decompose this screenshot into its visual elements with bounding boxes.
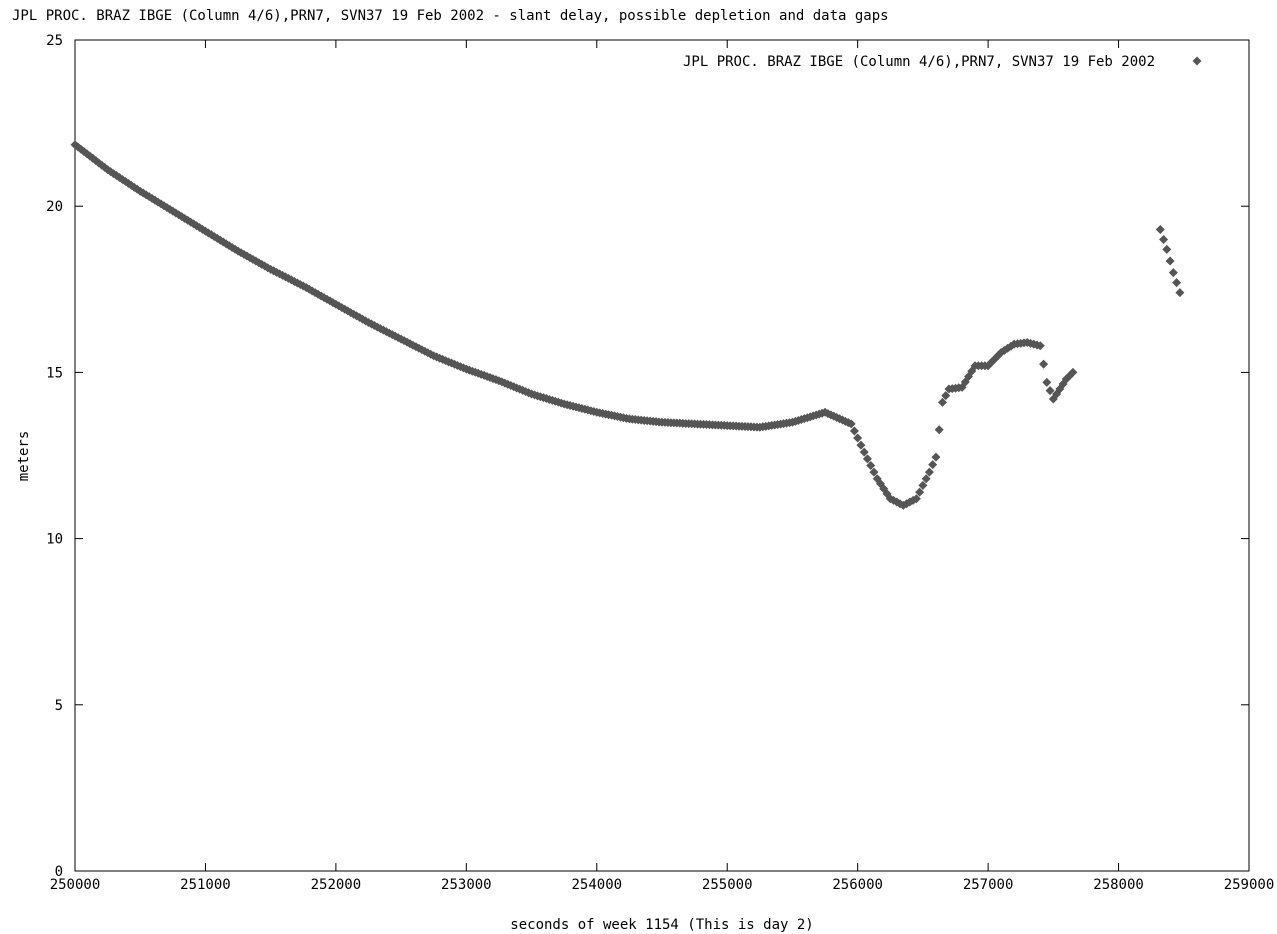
data-point	[1175, 288, 1185, 298]
data-point	[849, 426, 859, 436]
data-point	[1042, 377, 1052, 387]
data-point	[934, 425, 944, 435]
y-tick-label: 5	[55, 698, 63, 714]
data-point	[1155, 224, 1165, 234]
x-tick-label: 253000	[441, 877, 492, 893]
data-point	[915, 487, 925, 497]
data-point	[924, 467, 934, 477]
x-tick-label: 256000	[832, 877, 883, 893]
data-point	[251, 256, 261, 266]
legend-marker	[1192, 56, 1202, 66]
data-point	[941, 391, 951, 401]
data-point	[1168, 268, 1178, 278]
data-point	[1045, 386, 1055, 396]
y-tick-label: 20	[46, 199, 63, 215]
x-tick-label: 258000	[1093, 877, 1144, 893]
data-point	[1035, 341, 1045, 351]
y-tick-label: 15	[46, 365, 63, 381]
x-axis-label: seconds of week 1154 (This is day 2)	[510, 917, 813, 933]
data-point	[869, 467, 879, 477]
data-point	[859, 447, 869, 457]
legend: JPL PROC. BRAZ IBGE (Column 4/6),PRN7, S…	[683, 54, 1202, 70]
x-tick-label: 252000	[311, 877, 362, 893]
data-points	[70, 140, 1185, 510]
data-point	[1039, 359, 1049, 369]
plot-frame	[74, 39, 1250, 872]
chart-title: JPL PROC. BRAZ IBGE (Column 4/6),PRN7, S…	[12, 8, 889, 24]
data-point	[866, 460, 876, 470]
data-point	[911, 494, 921, 504]
data-point	[1159, 234, 1169, 244]
data-point	[918, 480, 928, 490]
data-point	[1162, 244, 1172, 254]
legend-label: JPL PROC. BRAZ IBGE (Column 4/6),PRN7, S…	[683, 54, 1155, 70]
data-point	[928, 460, 938, 470]
x-tick-label: 257000	[963, 877, 1014, 893]
x-tick-label: 250000	[50, 877, 101, 893]
data-point	[1068, 367, 1078, 377]
data-point	[239, 249, 249, 259]
data-point	[937, 397, 947, 407]
x-tick-label: 259000	[1224, 877, 1275, 893]
data-point	[1165, 256, 1175, 266]
x-tick-label: 251000	[180, 877, 231, 893]
axis-ticks	[74, 39, 1250, 872]
data-point	[862, 454, 872, 464]
data-point	[853, 433, 863, 443]
data-point	[856, 440, 866, 450]
y-tick-label: 0	[55, 864, 63, 880]
data-point	[1172, 278, 1182, 288]
data-point	[931, 452, 941, 462]
data-point	[846, 419, 856, 429]
x-tick-label: 255000	[702, 877, 753, 893]
y-tick-label: 25	[46, 33, 63, 49]
x-tick-label: 254000	[571, 877, 622, 893]
y-tick-label: 10	[46, 532, 63, 548]
data-point	[921, 474, 931, 484]
axis-tick-labels: 250000 251000 252000 253000 254000 255000 2560…	[46, 33, 1274, 893]
y-axis-label: meters	[16, 431, 32, 482]
